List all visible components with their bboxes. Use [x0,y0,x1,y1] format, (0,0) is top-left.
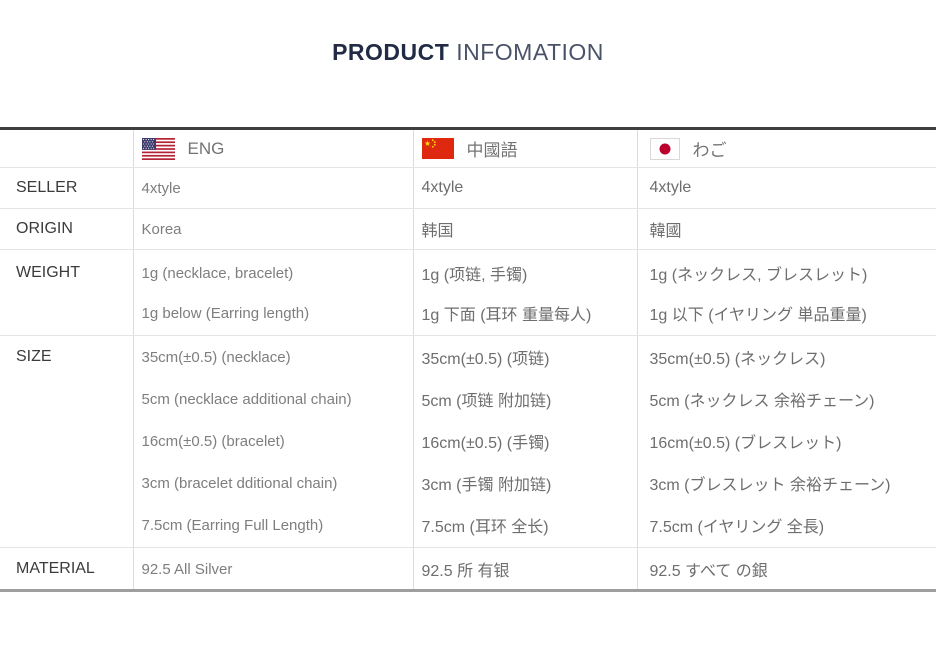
cell-line: 16cm(±0.5) (手镯) [421,435,550,452]
cell-line: 4xtyle [649,179,692,196]
cell-line: 3cm (手镯 附加链) [421,477,552,494]
row-label-text: SELLER [16,179,78,196]
china-flag-icon [421,138,454,159]
table-row-seller: SELLER 4xtyle 4xtyle 4xtyle [0,167,936,209]
cell-line: 35cm(±0.5) (ネックレス) [649,351,826,368]
title-infomation: INFOMATION [456,39,604,65]
cell-line: 5cm (项链 附加链) [421,393,552,410]
table-cell-seller-col2: 4xtyle [636,167,936,209]
table-cell-seller-col1: 4xtyle [412,167,637,209]
table-cell-weight-col1: 1g (项链, 手镯) 1g 下面 (耳环 重量每人) [412,249,637,336]
cell-line: 7.5cm (Earring Full Length) [141,516,324,534]
cell-line: 韩国 [421,223,454,240]
cell-line: 1g below (Earring length) [141,304,310,322]
cell-line: 5cm (necklace additional chain) [141,390,352,408]
product-info-table: ENG [0,127,936,592]
page-title: PRODUCT INFOMATION [0,38,936,66]
us-flag-icon [141,137,175,160]
row-label-seller: SELLER [0,167,133,209]
cell-line: 16cm(±0.5) (bracelet) [141,432,285,450]
cell-line: 4xtyle [421,179,464,196]
cell-line: Korea [141,220,182,238]
row-label-text: MATERIAL [16,560,95,577]
row-label-size: SIZE [0,335,133,548]
table-cell-material-col0: 92.5 All Silver [132,547,413,591]
column-label-japanese: わご [692,141,727,160]
row-label-text: WEIGHT [16,264,80,281]
table-cell-size-col2: 35cm(±0.5) (ネックレス) 5cm (ネックレス 余裕チェーン) 16cm… [636,335,936,548]
cell-line: 1g (项链, 手镯) [421,267,528,284]
table-cell-size-col0: 35cm(±0.5) (necklace) 5cm (necklace addit… [132,335,413,548]
table-row-origin: ORIGIN Korea 韩国 韓國 [0,208,936,250]
header-corner-cell [0,128,133,168]
table-row-material: MATERIAL 92.5 All Silver 92.5 所 有银 92.5 すべて… [0,547,936,591]
table-cell-weight-col0: 1g (necklace, bracelet) 1g below (Earring… [132,249,413,336]
cell-line: 1g (ネックレス, ブレスレット) [649,267,868,284]
table-header-row: ENG [0,128,936,168]
cell-line: 韓國 [649,223,682,240]
table-cell-weight-col2: 1g (ネックレス, ブレスレット) 1g 以下 (イヤリング 単品重量) [636,249,936,336]
table-cell-material-col1: 92.5 所 有银 [412,547,637,591]
cell-line: 92.5 所 有银 [421,563,510,580]
table-row-size: SIZE 35cm(±0.5) (necklace) 5cm (necklace a… [0,335,936,548]
column-label-chinese: 中國語 [466,141,518,160]
table-cell-origin-col1: 韩国 [412,208,637,250]
header-col-japanese: わご [636,128,936,168]
table-cell-size-col1: 35cm(±0.5) (项链) 5cm (项链 附加链) 16cm(±0.5) (手… [412,335,637,548]
product-information-page: PRODUCT INFOMATION [0,38,936,592]
cell-line: 3cm (ブレスレット 余裕チェーン) [649,477,891,494]
cell-line: 92.5 すべて の銀 [649,563,768,580]
table-cell-material-col2: 92.5 すべて の銀 [636,547,936,591]
row-label-weight: WEIGHT [0,249,133,336]
cell-line: 92.5 All Silver [141,560,233,578]
column-label-eng: ENG [187,138,225,158]
table-header: ENG [0,128,936,168]
table-body: SELLER 4xtyle 4xtyle 4xtyle ORIGIN Korea 韩国 韓國 W… [0,167,936,591]
cell-line: 35cm(±0.5) (necklace) [141,348,291,366]
cell-line: 3cm (bracelet dditional chain) [141,474,338,492]
table-row-weight: WEIGHT 1g (necklace, bracelet) 1g below (E… [0,249,936,336]
row-label-origin: ORIGIN [0,208,133,250]
header-col-eng: ENG [132,128,413,168]
cell-line: 7.5cm (耳环 全长) [421,519,549,536]
cell-line: 1g (necklace, bracelet) [141,264,294,282]
cell-line: 5cm (ネックレス 余裕チェーン) [649,393,875,410]
cell-line: 4xtyle [141,179,181,197]
cell-line: 7.5cm (イヤリング 全長) [649,519,825,536]
cell-line: 1g 以下 (イヤリング 単品重量) [649,307,867,324]
cell-line: 16cm(±0.5) (ブレスレット) [649,435,842,452]
title-product: PRODUCT [332,39,450,65]
table-cell-seller-col0: 4xtyle [132,167,413,209]
cell-line: 1g 下面 (耳环 重量每人) [421,307,592,324]
cell-line: 35cm(±0.5) (项链) [421,351,550,368]
table-cell-origin-col0: Korea [132,208,413,250]
row-label-text: SIZE [16,348,52,365]
header-col-chinese: 中國語 [412,128,637,168]
row-label-text: ORIGIN [16,220,73,237]
japan-flag-icon [649,137,680,160]
table-cell-origin-col2: 韓國 [636,208,936,250]
row-label-material: MATERIAL [0,547,133,591]
